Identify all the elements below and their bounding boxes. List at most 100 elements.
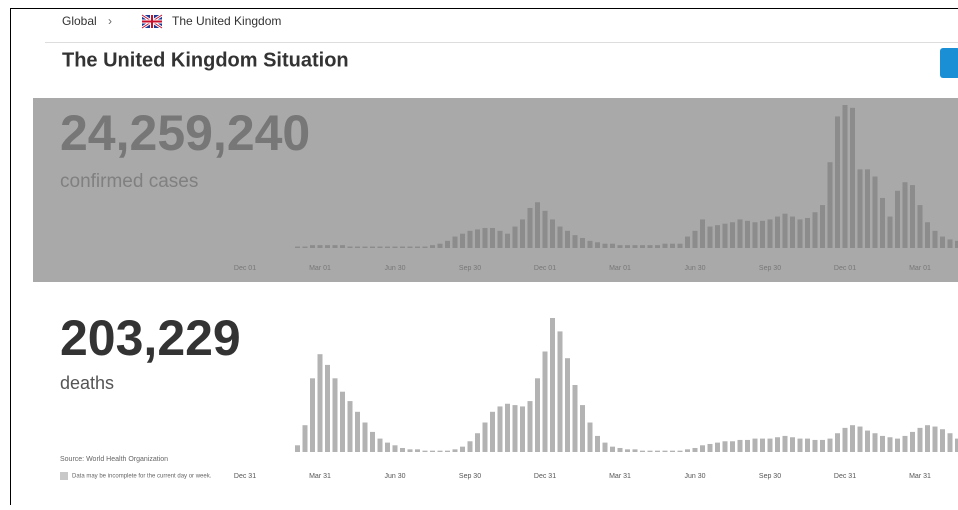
bar	[505, 233, 510, 248]
bar	[587, 240, 593, 248]
headline-value: 24,259,240	[60, 105, 310, 161]
bar	[422, 450, 428, 452]
bar	[955, 438, 958, 452]
bar	[362, 246, 368, 248]
bar	[647, 450, 653, 452]
headline-value: 203,229	[60, 310, 241, 366]
bar	[550, 318, 555, 452]
bar	[422, 246, 428, 248]
bar	[692, 447, 698, 452]
bar	[475, 229, 480, 248]
bar	[670, 450, 675, 452]
bar	[565, 230, 570, 248]
bar	[497, 230, 503, 248]
bar	[685, 449, 690, 452]
bar	[752, 222, 758, 248]
bar	[400, 447, 405, 452]
bar	[947, 433, 953, 452]
bar	[700, 445, 705, 452]
bar	[677, 450, 683, 452]
bar	[617, 447, 623, 452]
bar	[850, 425, 855, 452]
bar	[790, 216, 795, 248]
bar	[760, 438, 765, 452]
bar	[377, 438, 383, 452]
bar	[347, 246, 353, 248]
bar	[542, 210, 548, 248]
bar	[452, 449, 458, 452]
x-tick-label: Jun 30	[684, 265, 705, 272]
bar	[655, 450, 660, 452]
bar	[520, 219, 525, 248]
bar	[325, 364, 330, 452]
bar	[857, 169, 863, 248]
bar	[820, 205, 825, 248]
bar	[737, 439, 743, 452]
bar	[887, 216, 893, 248]
bar	[497, 406, 503, 452]
bar	[910, 185, 915, 248]
bar	[452, 236, 458, 248]
bar	[782, 213, 788, 248]
action-button[interactable]	[940, 48, 958, 78]
bar	[632, 245, 638, 248]
bar	[745, 439, 750, 452]
bar	[685, 236, 690, 248]
bar	[640, 450, 645, 452]
x-tick-label: Dec 31	[834, 473, 856, 480]
bar	[662, 450, 668, 452]
bar	[812, 212, 818, 248]
bar	[460, 446, 465, 452]
bar	[902, 435, 908, 452]
bar	[670, 243, 675, 248]
bar	[310, 245, 315, 248]
bar	[302, 425, 308, 452]
chart-panel	[33, 98, 958, 282]
bar	[535, 378, 540, 452]
bar	[865, 430, 870, 452]
x-tick-label: Dec 31	[534, 473, 556, 480]
bar	[925, 425, 930, 452]
bar	[505, 403, 510, 452]
bar	[715, 225, 720, 248]
x-tick-label: Sep 30	[759, 473, 781, 480]
x-tick-label: Dec 01	[534, 265, 556, 272]
breadcrumb-root[interactable]: Global	[62, 14, 97, 28]
bar	[947, 239, 953, 248]
bar	[797, 438, 803, 452]
bar	[355, 246, 360, 248]
bar	[917, 205, 923, 248]
x-tick-label: Sep 30	[459, 265, 481, 272]
x-tick-label: Mar 01	[309, 265, 331, 272]
bar	[872, 176, 878, 248]
source: Source: World Health Organization	[60, 456, 168, 463]
bar	[610, 243, 615, 248]
bar	[842, 427, 848, 452]
bar	[347, 401, 353, 452]
bar	[722, 441, 728, 452]
bar	[407, 246, 413, 248]
bar	[767, 219, 773, 248]
bar	[737, 219, 743, 248]
x-tick-label: Mar 31	[609, 473, 631, 480]
bar	[415, 449, 420, 452]
bar	[437, 450, 443, 452]
headline-label: deaths	[60, 373, 114, 393]
x-tick-label: Dec 31	[234, 473, 256, 480]
bar	[940, 236, 945, 248]
bar	[392, 246, 398, 248]
bar	[820, 439, 825, 452]
bar	[482, 227, 488, 248]
bar	[625, 449, 630, 452]
bar	[317, 245, 323, 248]
bar	[812, 439, 818, 452]
bar	[370, 246, 375, 248]
x-tick-label: Mar 01	[609, 265, 631, 272]
bar	[565, 358, 570, 452]
bar	[490, 411, 495, 452]
x-tick-label: Sep 30	[759, 265, 781, 272]
bar	[580, 405, 585, 452]
bar	[835, 116, 840, 248]
bar	[895, 190, 900, 248]
